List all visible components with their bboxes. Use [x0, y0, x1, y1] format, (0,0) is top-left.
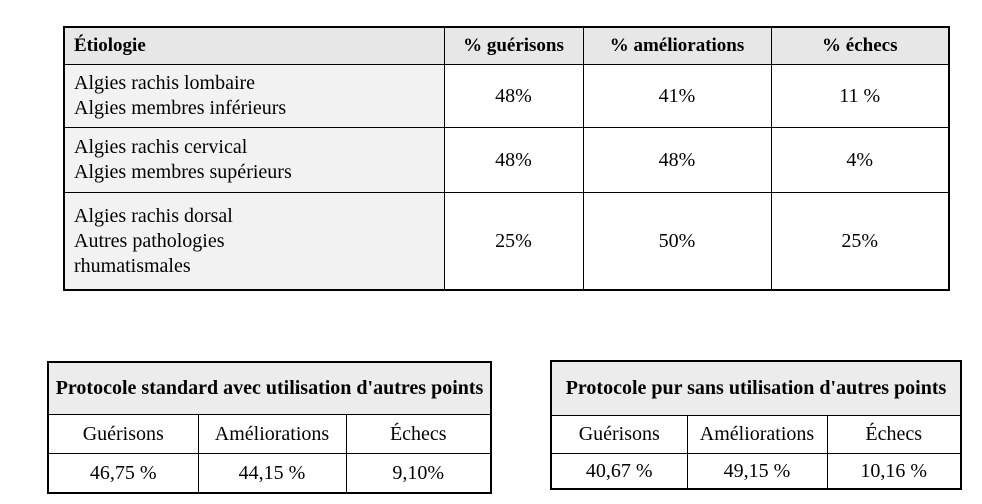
- header-pct-echecs: % échecs: [770, 26, 950, 65]
- header-pct-ameliorations: % améliorations: [582, 26, 772, 65]
- ameliorations-value: 49,15 %: [686, 453, 828, 490]
- guerisons-value: 46,75 %: [47, 453, 199, 494]
- etiologie-line: Algies rachis lombaire: [74, 72, 256, 94]
- etiologie-line: Algies rachis dorsal: [74, 204, 233, 227]
- header-etiologie: Étiologie: [63, 26, 445, 65]
- etiologie-line: rhumatismales: [74, 254, 191, 277]
- etiologie-line: Algies membres inférieurs: [74, 97, 287, 119]
- table-row: Algies rachis cervical Algies membres su…: [63, 127, 950, 193]
- protocol-pur-title: Protocole pur sans utilisation d'autres …: [550, 360, 962, 416]
- etiologie-cell: Algies rachis dorsal Autres pathologies …: [63, 192, 445, 291]
- guerisons-value: 48%: [443, 127, 584, 193]
- guerisons-value: 25%: [443, 192, 584, 291]
- etiologie-line: Algies rachis cervical: [74, 136, 248, 158]
- guerisons-value: 40,67 %: [550, 453, 688, 490]
- header-guerisons: Guérisons: [550, 415, 688, 454]
- protocol-standard-values-row: 46,75 % 44,15 % 9,10%: [47, 453, 492, 494]
- etiologie-cell: Algies rachis cervical Algies membres su…: [63, 127, 445, 193]
- header-echecs: Échecs: [345, 414, 492, 454]
- echecs-value: 25%: [770, 192, 950, 291]
- etiology-results-table: Étiologie % guérisons % améliorations % …: [63, 26, 950, 291]
- ameliorations-value: 44,15 %: [197, 453, 347, 494]
- main-table-header-row: Étiologie % guérisons % améliorations % …: [63, 26, 950, 65]
- header-pct-guerisons: % guérisons: [443, 26, 584, 65]
- ameliorations-value: 48%: [582, 127, 772, 193]
- header-echecs: Échecs: [826, 415, 962, 454]
- ameliorations-value: 41%: [582, 64, 772, 128]
- echecs-value: 9,10%: [345, 453, 492, 494]
- header-ameliorations: Améliorations: [197, 414, 347, 454]
- protocol-standard-table: Protocole standard avec utilisation d'au…: [47, 361, 493, 494]
- echecs-value: 10,16 %: [826, 453, 962, 490]
- table-row: Algies rachis dorsal Autres pathologies …: [63, 192, 950, 291]
- table-row: Algies rachis lombaire Algies membres in…: [63, 64, 950, 128]
- etiologie-line: Algies membres supérieurs: [74, 161, 292, 183]
- echecs-value: 11 %: [770, 64, 950, 128]
- guerisons-value: 48%: [443, 64, 584, 128]
- protocol-pur-title-row: Protocole pur sans utilisation d'autres …: [550, 360, 962, 416]
- protocol-pur-table: Protocole pur sans utilisation d'autres …: [550, 360, 962, 490]
- protocol-pur-values-row: 40,67 % 49,15 % 10,16 %: [550, 453, 962, 490]
- header-ameliorations: Améliorations: [686, 415, 828, 454]
- protocol-standard-title: Protocole standard avec utilisation d'au…: [47, 361, 492, 415]
- protocol-standard-title-row: Protocole standard avec utilisation d'au…: [47, 361, 492, 415]
- protocol-pur-header-row: Guérisons Améliorations Échecs: [550, 415, 962, 454]
- etiologie-cell: Algies rachis lombaire Algies membres in…: [63, 64, 445, 128]
- echecs-value: 4%: [770, 127, 950, 193]
- protocol-standard-header-row: Guérisons Améliorations Échecs: [47, 414, 492, 454]
- ameliorations-value: 50%: [582, 192, 772, 291]
- header-guerisons: Guérisons: [47, 414, 199, 454]
- etiologie-line: Autres pathologies: [74, 229, 225, 252]
